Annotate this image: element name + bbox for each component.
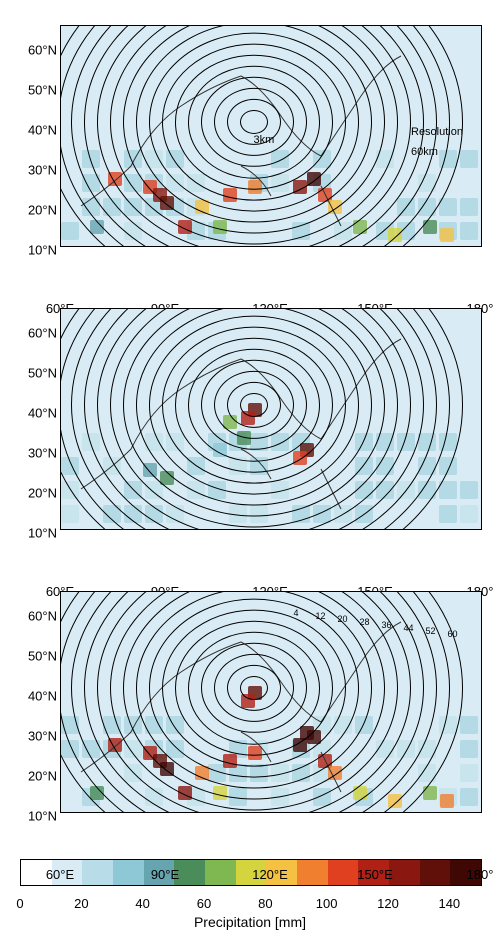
lat-tick: 50°N <box>28 366 57 381</box>
contour-label: 12 <box>316 611 326 621</box>
colorbar-labels: 020406080100120140 <box>20 896 480 912</box>
colorbar-segment <box>328 860 359 885</box>
lat-tick: 20°N <box>28 486 57 501</box>
colorbar-segment <box>420 860 451 885</box>
colorbar-segment <box>205 860 236 885</box>
resolution-ring <box>60 308 463 530</box>
resolution-ring <box>60 591 463 813</box>
contour-label: 36 <box>382 620 392 630</box>
y-axis: 10°N20°N30°N40°N50°N60°N <box>15 333 60 553</box>
y-axis: 10°N20°N30°N40°N50°N60°N <box>15 616 60 836</box>
colorbar-segment <box>82 860 113 885</box>
colorbar-segment <box>389 860 420 885</box>
lat-tick: 40°N <box>28 123 57 138</box>
colorbar-tick: 140 <box>438 896 460 911</box>
y-axis: 10°N20°N30°N40°N50°N60°N <box>15 50 60 270</box>
lat-tick: 20°N <box>28 203 57 218</box>
map-area: 4 12 20 28 36 44 52 60 <box>60 591 482 813</box>
lat-tick: 50°N <box>28 83 57 98</box>
colorbar-tick: 20 <box>74 896 88 911</box>
resolution-label: 3km <box>254 134 275 146</box>
contour-label: 60 <box>448 629 458 639</box>
colorbar <box>20 859 482 886</box>
contour-label: 20 <box>338 614 348 624</box>
colorbar-tick: 120 <box>377 896 399 911</box>
lat-tick: 40°N <box>28 406 57 421</box>
colorbar-tick: 100 <box>316 896 338 911</box>
lat-tick: 10°N <box>28 809 57 824</box>
resolution-label: 60km <box>411 146 438 158</box>
colorbar-tick: 60 <box>197 896 211 911</box>
lat-tick: 60°N <box>28 43 57 58</box>
panel-b: (b) Grid-scale rain [mm d⁻¹] 10°N20°N30°… <box>15 308 485 566</box>
colorbar-title: Precipitation [mm] <box>0 914 500 930</box>
map-area <box>60 308 482 530</box>
lat-tick: 40°N <box>28 689 57 704</box>
contour-label: 28 <box>360 617 370 627</box>
map-area: 3km Resolution 60km <box>60 25 482 247</box>
lat-tick: 30°N <box>28 163 57 178</box>
panel-c: (c) Total rain [mm d⁻¹] 10°N20°N30°N40°N… <box>15 591 485 849</box>
lon-tick: 150°E <box>357 867 393 882</box>
colorbar-tick: 0 <box>16 896 23 911</box>
contour-label: 44 <box>404 623 414 633</box>
lat-tick: 50°N <box>28 649 57 664</box>
lat-tick: 10°N <box>28 243 57 258</box>
resolution-label: Resolution <box>411 126 463 138</box>
contour-label: 4 <box>294 608 299 618</box>
colorbar-segment <box>297 860 328 885</box>
lat-tick: 60°N <box>28 326 57 341</box>
lat-tick: 60°N <box>28 609 57 624</box>
colorbar-segment <box>113 860 144 885</box>
figure-container: (a) Convective rain [mm d⁻¹] 10°N20°N30°… <box>0 25 500 930</box>
lat-tick: 10°N <box>28 526 57 541</box>
lat-tick: 30°N <box>28 446 57 461</box>
lon-tick: 90°E <box>151 867 179 882</box>
lat-tick: 20°N <box>28 769 57 784</box>
lat-tick: 30°N <box>28 729 57 744</box>
lon-tick: 60°E <box>46 867 74 882</box>
panel-a: (a) Convective rain [mm d⁻¹] 10°N20°N30°… <box>15 25 485 283</box>
colorbar-tick: 40 <box>135 896 149 911</box>
lon-tick: 180° <box>467 867 494 882</box>
lon-tick: 120°E <box>252 867 288 882</box>
colorbar-tick: 80 <box>258 896 272 911</box>
contour-label: 52 <box>426 626 436 636</box>
